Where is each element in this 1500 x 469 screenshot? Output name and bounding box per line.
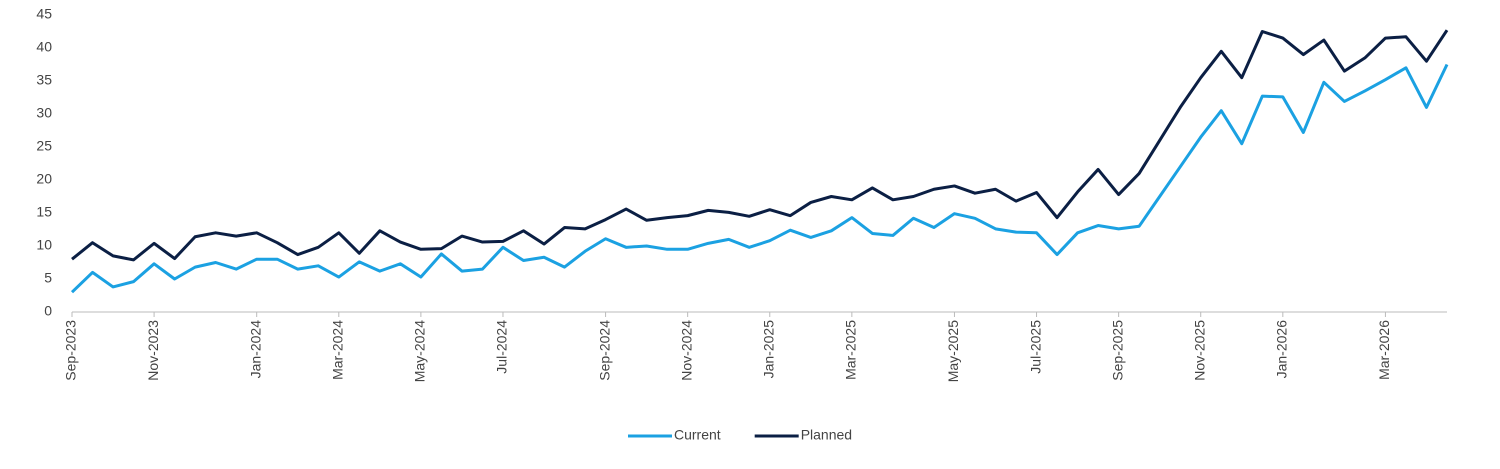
x-tick-label: May-2025 — [945, 320, 961, 382]
legend-label: Planned — [801, 427, 852, 443]
x-tick-label: Nov-2023 — [145, 320, 161, 381]
x-tick-label: Mar-2024 — [329, 320, 345, 380]
y-tick-label: 20 — [36, 171, 52, 187]
x-tick-label: Sep-2023 — [63, 320, 79, 381]
y-tick-label: 35 — [36, 72, 52, 88]
legend-label: Current — [674, 427, 721, 443]
y-tick-label: 5 — [44, 270, 52, 286]
y-tick-label: 25 — [36, 138, 52, 154]
x-tick-label: Mar-2026 — [1376, 320, 1392, 380]
y-tick-label: 40 — [36, 39, 52, 55]
x-tick-label: Nov-2025 — [1191, 320, 1207, 381]
x-tick-label: Jan-2025 — [760, 320, 776, 379]
y-tick-label: 45 — [36, 6, 52, 22]
x-tick-label: Jan-2024 — [247, 320, 263, 379]
y-tick-label: 0 — [44, 303, 52, 319]
x-tick-label: Sep-2024 — [596, 320, 612, 381]
x-tick-label: Mar-2025 — [843, 320, 859, 380]
x-tick-label: May-2024 — [412, 320, 428, 382]
x-tick-label: Nov-2024 — [678, 320, 694, 381]
y-tick-label: 15 — [36, 204, 52, 220]
x-tick-label: Jan-2026 — [1274, 320, 1290, 379]
x-tick-label: Jul-2024 — [494, 320, 510, 374]
line-series — [70, 63, 1449, 294]
x-tick-label: Jul-2025 — [1027, 320, 1043, 374]
line-series — [71, 29, 1449, 262]
y-tick-label: 10 — [36, 237, 52, 253]
y-tick-label: 30 — [36, 105, 52, 121]
x-tick-label: Sep-2025 — [1109, 320, 1125, 381]
